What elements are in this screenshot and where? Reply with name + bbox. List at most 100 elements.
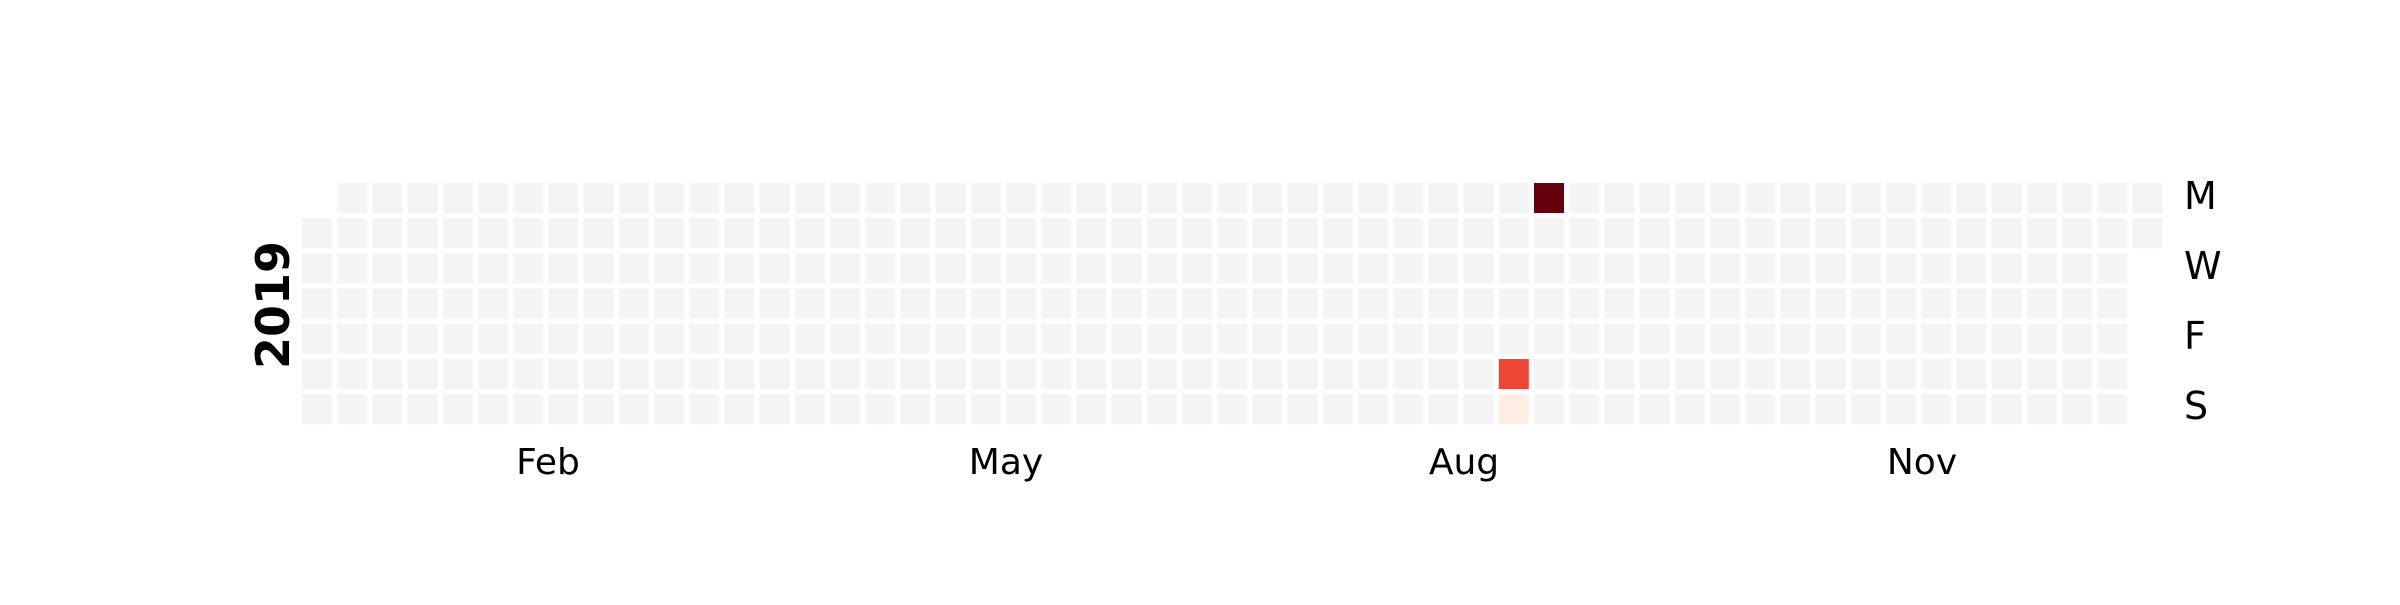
day-cell	[1146, 359, 1177, 389]
month-label-aug: Aug	[1429, 442, 1499, 483]
day-cell	[724, 183, 755, 213]
day-cell	[689, 323, 720, 354]
day-cell	[548, 359, 579, 389]
day-cell	[1428, 359, 1459, 389]
day-cell	[1006, 394, 1036, 425]
day-cell	[1252, 323, 1283, 354]
day-cell	[407, 288, 438, 319]
day-cell	[1041, 218, 1072, 249]
day-cell	[1111, 394, 1142, 425]
day-cell	[1921, 253, 1952, 284]
day-cell	[2026, 218, 2057, 249]
day-cell	[372, 359, 403, 389]
day-cell	[442, 288, 473, 319]
day-cell	[442, 323, 473, 354]
day-cell	[935, 323, 966, 354]
day-cell	[970, 253, 1001, 284]
day-cell	[759, 288, 790, 319]
day-cell	[1534, 288, 1564, 319]
day-cell	[548, 183, 579, 213]
day-cell	[1991, 394, 2022, 425]
month-label-may: May	[969, 442, 1043, 483]
day-cell	[1956, 394, 1987, 425]
day-cell	[302, 288, 332, 319]
day-cell	[1322, 359, 1353, 389]
day-cell	[372, 218, 403, 249]
day-cell	[1393, 253, 1424, 284]
day-cell	[654, 253, 684, 284]
day-cell	[1815, 323, 1846, 354]
day-cell	[900, 218, 931, 249]
day-cell-active	[1498, 394, 1529, 425]
day-cell	[2062, 323, 2092, 354]
day-cell	[1041, 359, 1072, 389]
day-cell	[1322, 183, 1353, 213]
day-cell	[1674, 323, 1705, 354]
day-cell	[1287, 359, 1318, 389]
day-cell	[1041, 183, 1072, 213]
day-cell	[407, 323, 438, 354]
day-cell	[759, 394, 790, 425]
day-cell	[1815, 183, 1846, 213]
day-cell	[478, 359, 508, 389]
day-cell	[935, 253, 966, 284]
day-cell	[1569, 288, 1600, 319]
day-cell	[1428, 183, 1459, 213]
day-cell	[1498, 288, 1529, 319]
day-cell	[372, 288, 403, 319]
day-cell	[513, 288, 544, 319]
day-cell	[1287, 253, 1318, 284]
day-cell	[1850, 394, 1881, 425]
day-cell	[2097, 359, 2128, 389]
day-cell	[935, 394, 966, 425]
day-cell	[583, 394, 614, 425]
day-cell	[1850, 183, 1881, 213]
day-cell	[1534, 359, 1564, 389]
day-cell	[1850, 218, 1881, 249]
day-cell	[1639, 394, 1670, 425]
day-cell	[1710, 323, 1740, 354]
day-cell	[1463, 253, 1494, 284]
day-cell	[548, 253, 579, 284]
day-cell	[1076, 183, 1107, 213]
day-cell	[1604, 323, 1635, 354]
day-cell	[970, 218, 1001, 249]
day-cell	[1991, 218, 2022, 249]
day-cell	[1569, 359, 1600, 389]
day-cell	[900, 183, 931, 213]
day-cell	[1393, 218, 1424, 249]
day-cell	[1639, 218, 1670, 249]
day-cell	[724, 359, 755, 389]
day-cell	[1287, 323, 1318, 354]
day-cell	[759, 253, 790, 284]
day-cell	[1886, 394, 1916, 425]
day-cell	[794, 288, 825, 319]
day-cell	[1745, 288, 1776, 319]
day-cell	[1252, 394, 1283, 425]
day-cell	[1006, 359, 1036, 389]
day-cell	[1639, 253, 1670, 284]
day-cell	[1252, 253, 1283, 284]
day-cell	[442, 253, 473, 284]
day-cell	[935, 359, 966, 389]
day-cell	[1604, 359, 1635, 389]
day-cell	[618, 183, 649, 213]
day-cell	[1111, 253, 1142, 284]
day-cell	[1886, 183, 1916, 213]
day-cell	[618, 323, 649, 354]
day-cell	[1780, 253, 1811, 284]
day-cell	[1322, 253, 1353, 284]
day-cell	[1850, 253, 1881, 284]
day-cell	[1111, 288, 1142, 319]
day-cell	[1991, 359, 2022, 389]
day-cell	[1710, 359, 1740, 389]
day-cell	[970, 323, 1001, 354]
day-cell	[1146, 323, 1177, 354]
day-cell	[548, 288, 579, 319]
day-cell	[1710, 218, 1740, 249]
day-cell	[1322, 218, 1353, 249]
day-cell	[759, 323, 790, 354]
day-cell	[865, 323, 896, 354]
day-cell	[1710, 183, 1740, 213]
